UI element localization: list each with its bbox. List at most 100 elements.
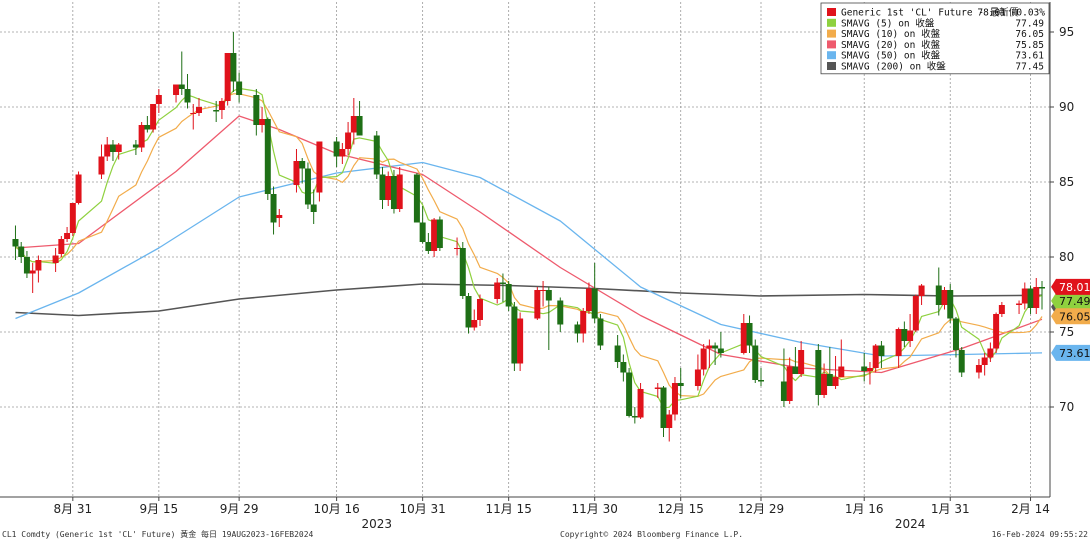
candle-body — [104, 144, 111, 157]
legend-entry: SMAVG (10) on 收盤 — [841, 28, 941, 40]
candle-body — [138, 125, 145, 148]
candle-body — [740, 323, 747, 353]
last-value-tag-text: 78.01 — [1059, 281, 1090, 294]
candle-body — [98, 156, 105, 175]
candle-body — [299, 161, 306, 169]
candle-body — [385, 176, 392, 200]
candle-body — [901, 329, 908, 341]
candle-body — [952, 318, 959, 350]
candle-body — [52, 255, 59, 263]
candle-body — [832, 377, 839, 386]
x-tick-label: 11月 30 — [572, 502, 618, 516]
sma-50-line — [15, 161, 1043, 357]
legend-value: 78.01 — [977, 8, 1006, 19]
last-value-tag — [1051, 292, 1090, 309]
candle-body — [878, 345, 885, 356]
footer-center: Copyright© 2024 Bloomberg Finance L.P. — [560, 530, 743, 539]
candle-body — [436, 219, 443, 248]
candle-body — [425, 242, 432, 251]
last-value-tag-text: 73.61 — [1059, 347, 1090, 360]
candle-body — [981, 357, 988, 365]
candle-body — [264, 119, 271, 194]
candle-body — [356, 116, 363, 136]
candle-body — [631, 416, 638, 418]
candle-body — [792, 366, 799, 374]
legend-swatch — [827, 18, 836, 27]
candle-body — [517, 318, 524, 364]
year-label: 2023 — [361, 517, 392, 531]
grid-layer — [0, 2, 1050, 497]
candle-body — [826, 374, 833, 386]
candle-body — [276, 215, 283, 218]
candle-body — [155, 95, 162, 104]
legend-value: 76.05 — [1015, 29, 1044, 40]
candle-body — [712, 345, 719, 349]
candle-body — [144, 125, 151, 130]
candle-body — [866, 368, 873, 371]
candle-body — [419, 222, 426, 242]
candle-body — [396, 174, 403, 209]
moving-average-layer — [15, 87, 1043, 409]
candle-body — [35, 260, 42, 271]
candle-body — [213, 110, 220, 112]
legend-value: 73.61 — [1015, 51, 1044, 62]
x-tick-label: 1月 31 — [931, 502, 970, 516]
candle-body — [304, 168, 311, 205]
candle-body — [591, 288, 598, 319]
last-value-tag — [1051, 344, 1090, 361]
candle-body — [413, 174, 420, 223]
legend-swatch — [827, 29, 836, 38]
candle-body — [454, 248, 461, 249]
legend-entry: SMAVG (5) on 收盤 — [841, 17, 935, 29]
candle-body — [230, 53, 237, 82]
x-tick-label: 9月 29 — [220, 502, 259, 516]
candle-body — [614, 345, 621, 362]
candle-body — [316, 141, 323, 193]
candle-body — [694, 369, 701, 386]
candle-body — [373, 135, 380, 175]
candle-body — [12, 239, 19, 247]
y-tick-label: 80 — [1059, 250, 1074, 264]
candle-body — [757, 380, 764, 382]
candle-body — [465, 296, 472, 328]
candle-body — [253, 95, 260, 125]
legend-entry: Generic 1st 'CL' Future - 最新價 — [841, 7, 1019, 19]
candle-body — [912, 296, 919, 331]
candle-body — [666, 414, 673, 428]
candle-body — [339, 149, 346, 157]
y-tick-label: 70 — [1059, 400, 1074, 414]
candle-body — [1021, 288, 1028, 304]
candle-body — [746, 323, 753, 346]
candle-body — [236, 81, 243, 95]
candle-body — [671, 383, 678, 415]
x-tick-label: 12月 29 — [738, 502, 784, 516]
legend-value: 77.45 — [1015, 62, 1044, 73]
candle-body — [958, 350, 965, 373]
candle-body — [580, 311, 587, 334]
candle-body — [293, 161, 300, 185]
last-value-tag — [1051, 278, 1090, 295]
candle-body — [511, 306, 518, 364]
candle-body — [23, 257, 30, 274]
candle-body — [798, 350, 805, 374]
x-tick-label: 8月 31 — [53, 502, 92, 516]
candle-body — [150, 104, 157, 130]
candle-body — [534, 290, 541, 319]
candle-body — [471, 320, 478, 328]
candle-body — [431, 219, 438, 251]
candle-body — [459, 248, 466, 296]
candle-body — [1027, 288, 1034, 308]
legend-entry: SMAVG (20) on 收盤 — [841, 39, 941, 51]
candle-body — [345, 132, 352, 149]
sma-5-line — [15, 87, 1043, 409]
candle-body — [310, 204, 317, 212]
candle-body — [58, 239, 65, 254]
candle-body — [752, 345, 759, 380]
candle-body — [574, 324, 581, 334]
candle-body — [390, 176, 397, 209]
x-tick-label: 9月 15 — [139, 502, 178, 516]
candle-body — [706, 345, 713, 349]
